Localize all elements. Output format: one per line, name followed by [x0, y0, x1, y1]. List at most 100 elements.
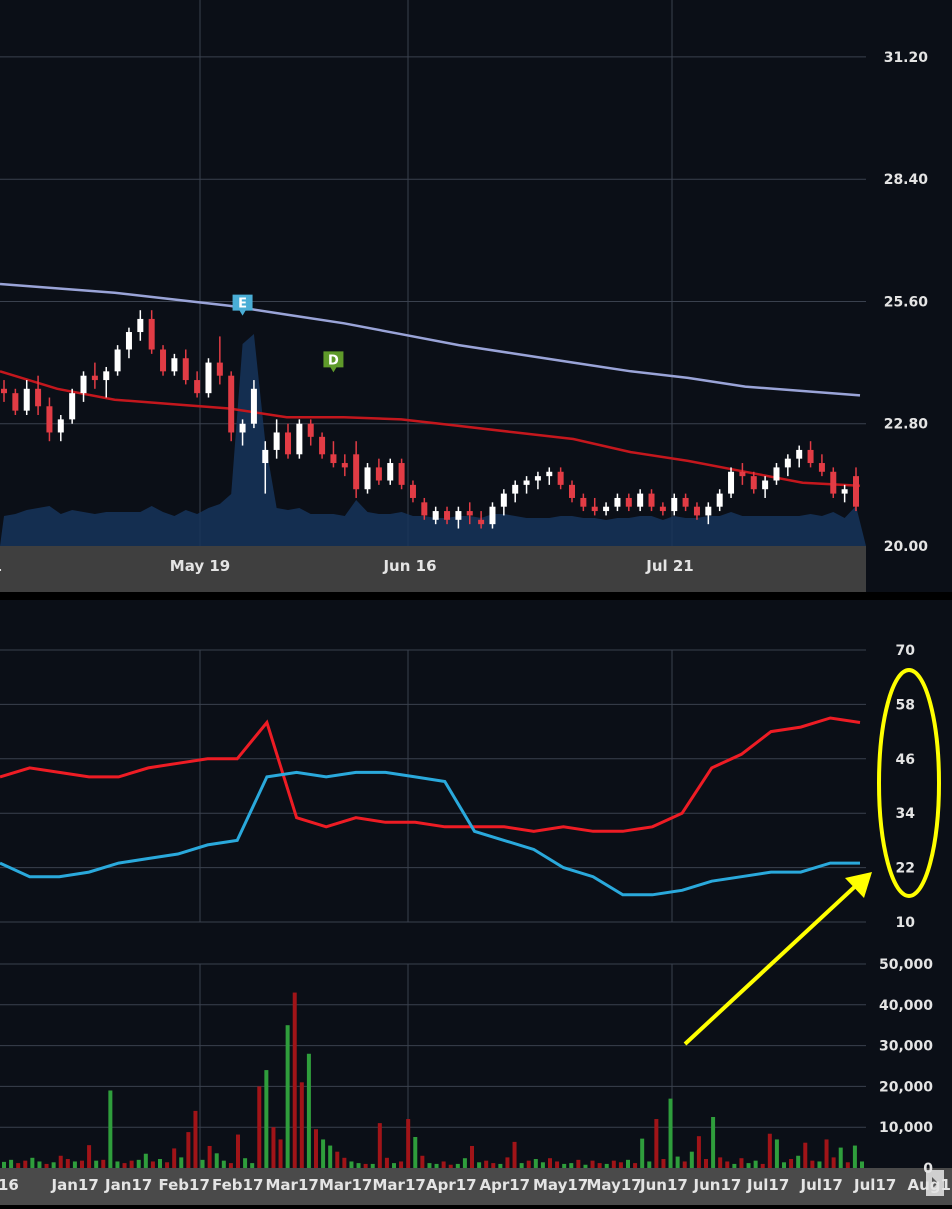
candle-body	[69, 393, 76, 420]
candle-body	[239, 423, 246, 433]
volume-bar	[321, 1139, 326, 1168]
volume-bar	[533, 1159, 538, 1168]
candle-body	[398, 463, 405, 485]
candle-body	[500, 493, 507, 507]
volume-date-tick-label: Jul17	[853, 1176, 896, 1194]
candle-body	[648, 493, 655, 507]
volume-bar	[9, 1159, 14, 1168]
volume-bar	[661, 1159, 666, 1168]
candle-body	[728, 471, 735, 494]
volume-bar	[860, 1161, 864, 1168]
candle-body	[659, 506, 666, 512]
candle-body	[557, 471, 564, 485]
candle-body	[296, 423, 303, 455]
candle-body	[853, 476, 859, 507]
volume-bar	[767, 1133, 772, 1168]
candle-body	[671, 497, 678, 512]
volume-bar	[462, 1158, 467, 1168]
candle-body	[625, 497, 632, 507]
volume-bar	[285, 1025, 290, 1168]
candle-body	[46, 406, 53, 433]
volume-bar	[789, 1159, 794, 1168]
volume-bar	[179, 1157, 184, 1168]
volume-bar	[335, 1151, 340, 1168]
volume-bar	[228, 1163, 233, 1168]
candle-body	[818, 463, 825, 472]
volume-bar	[328, 1145, 333, 1168]
volume-bar	[51, 1162, 56, 1168]
candle-body	[580, 497, 587, 507]
volume-bar	[306, 1053, 311, 1168]
candle-body	[716, 493, 723, 507]
volume-bar	[94, 1160, 99, 1168]
volume-bar	[349, 1161, 354, 1168]
candle-body	[160, 349, 167, 372]
candle-body	[57, 419, 64, 433]
volume-bar	[80, 1160, 84, 1168]
candle-body	[307, 423, 314, 437]
candle-body	[841, 489, 848, 494]
volume-bar	[292, 992, 297, 1168]
volume-bar	[753, 1160, 758, 1168]
volume-bar	[739, 1158, 744, 1168]
scroll-right-icon	[932, 1177, 938, 1189]
annotation-arrowhead-icon	[845, 872, 872, 898]
candle-body	[262, 449, 269, 464]
volume-bar	[704, 1159, 708, 1168]
volume-y-tick-label: 40,000	[879, 998, 933, 1014]
price-y-tick-label: 22.80	[884, 417, 929, 433]
volume-bar	[633, 1163, 638, 1168]
volume-bar	[831, 1157, 836, 1168]
candle-body	[171, 358, 178, 372]
volume-bar	[193, 1110, 198, 1168]
candle-body	[80, 375, 87, 394]
volume-bar	[711, 1117, 716, 1168]
candle-body	[614, 497, 621, 507]
volume-bar	[363, 1163, 368, 1168]
candle-body	[796, 449, 803, 459]
volume-date-tick-label: Jul17	[800, 1176, 843, 1194]
volume-bar	[448, 1164, 453, 1168]
volume-bar	[65, 1159, 70, 1168]
volume-date-tick-label: May17	[533, 1176, 588, 1194]
candle-body	[137, 318, 144, 333]
price-date-axis-bar	[0, 546, 866, 592]
volume-bar	[186, 1132, 191, 1168]
candle-body	[35, 388, 42, 407]
indicator-y-tick-label: 46	[896, 752, 915, 768]
volume-bar	[264, 1070, 269, 1168]
price-y-tick-label: 31.20	[884, 50, 929, 66]
candle-body	[364, 467, 371, 490]
volume-date-tick-label: Jan17	[104, 1176, 152, 1194]
volume-bar	[434, 1163, 439, 1168]
volume-bar	[696, 1136, 701, 1168]
volume-bar	[668, 1098, 673, 1168]
volume-date-tick-label: Aug1	[908, 1176, 951, 1194]
volume-bar	[470, 1145, 474, 1168]
candle-body	[330, 454, 337, 464]
volume-bar	[782, 1162, 786, 1168]
price-date-tick-label: Jul 21	[645, 557, 694, 575]
candle-body	[478, 519, 485, 525]
volume-bar	[342, 1157, 347, 1168]
indicator-y-tick-label: 22	[896, 861, 915, 877]
candle-body	[705, 506, 712, 516]
candle-body	[1, 388, 7, 394]
volume-bar	[243, 1158, 248, 1168]
volume-bar	[604, 1163, 609, 1168]
candle-body	[739, 471, 746, 477]
volume-panel-background	[0, 954, 952, 1168]
dividend-marker-icon	[323, 351, 344, 373]
volume-bar	[555, 1161, 560, 1168]
volume-bar	[682, 1161, 687, 1168]
candle-body	[409, 484, 416, 498]
volume-bar	[519, 1163, 524, 1168]
volume-bar	[221, 1160, 226, 1168]
volume-bar	[569, 1163, 574, 1168]
volume-bar	[590, 1160, 595, 1168]
volume-bar	[406, 1119, 411, 1168]
volume-bar	[803, 1142, 808, 1168]
candle-body	[114, 349, 121, 372]
price-y-tick-label: 28.40	[884, 172, 929, 188]
price-date-tick-label: May 19	[170, 557, 230, 575]
